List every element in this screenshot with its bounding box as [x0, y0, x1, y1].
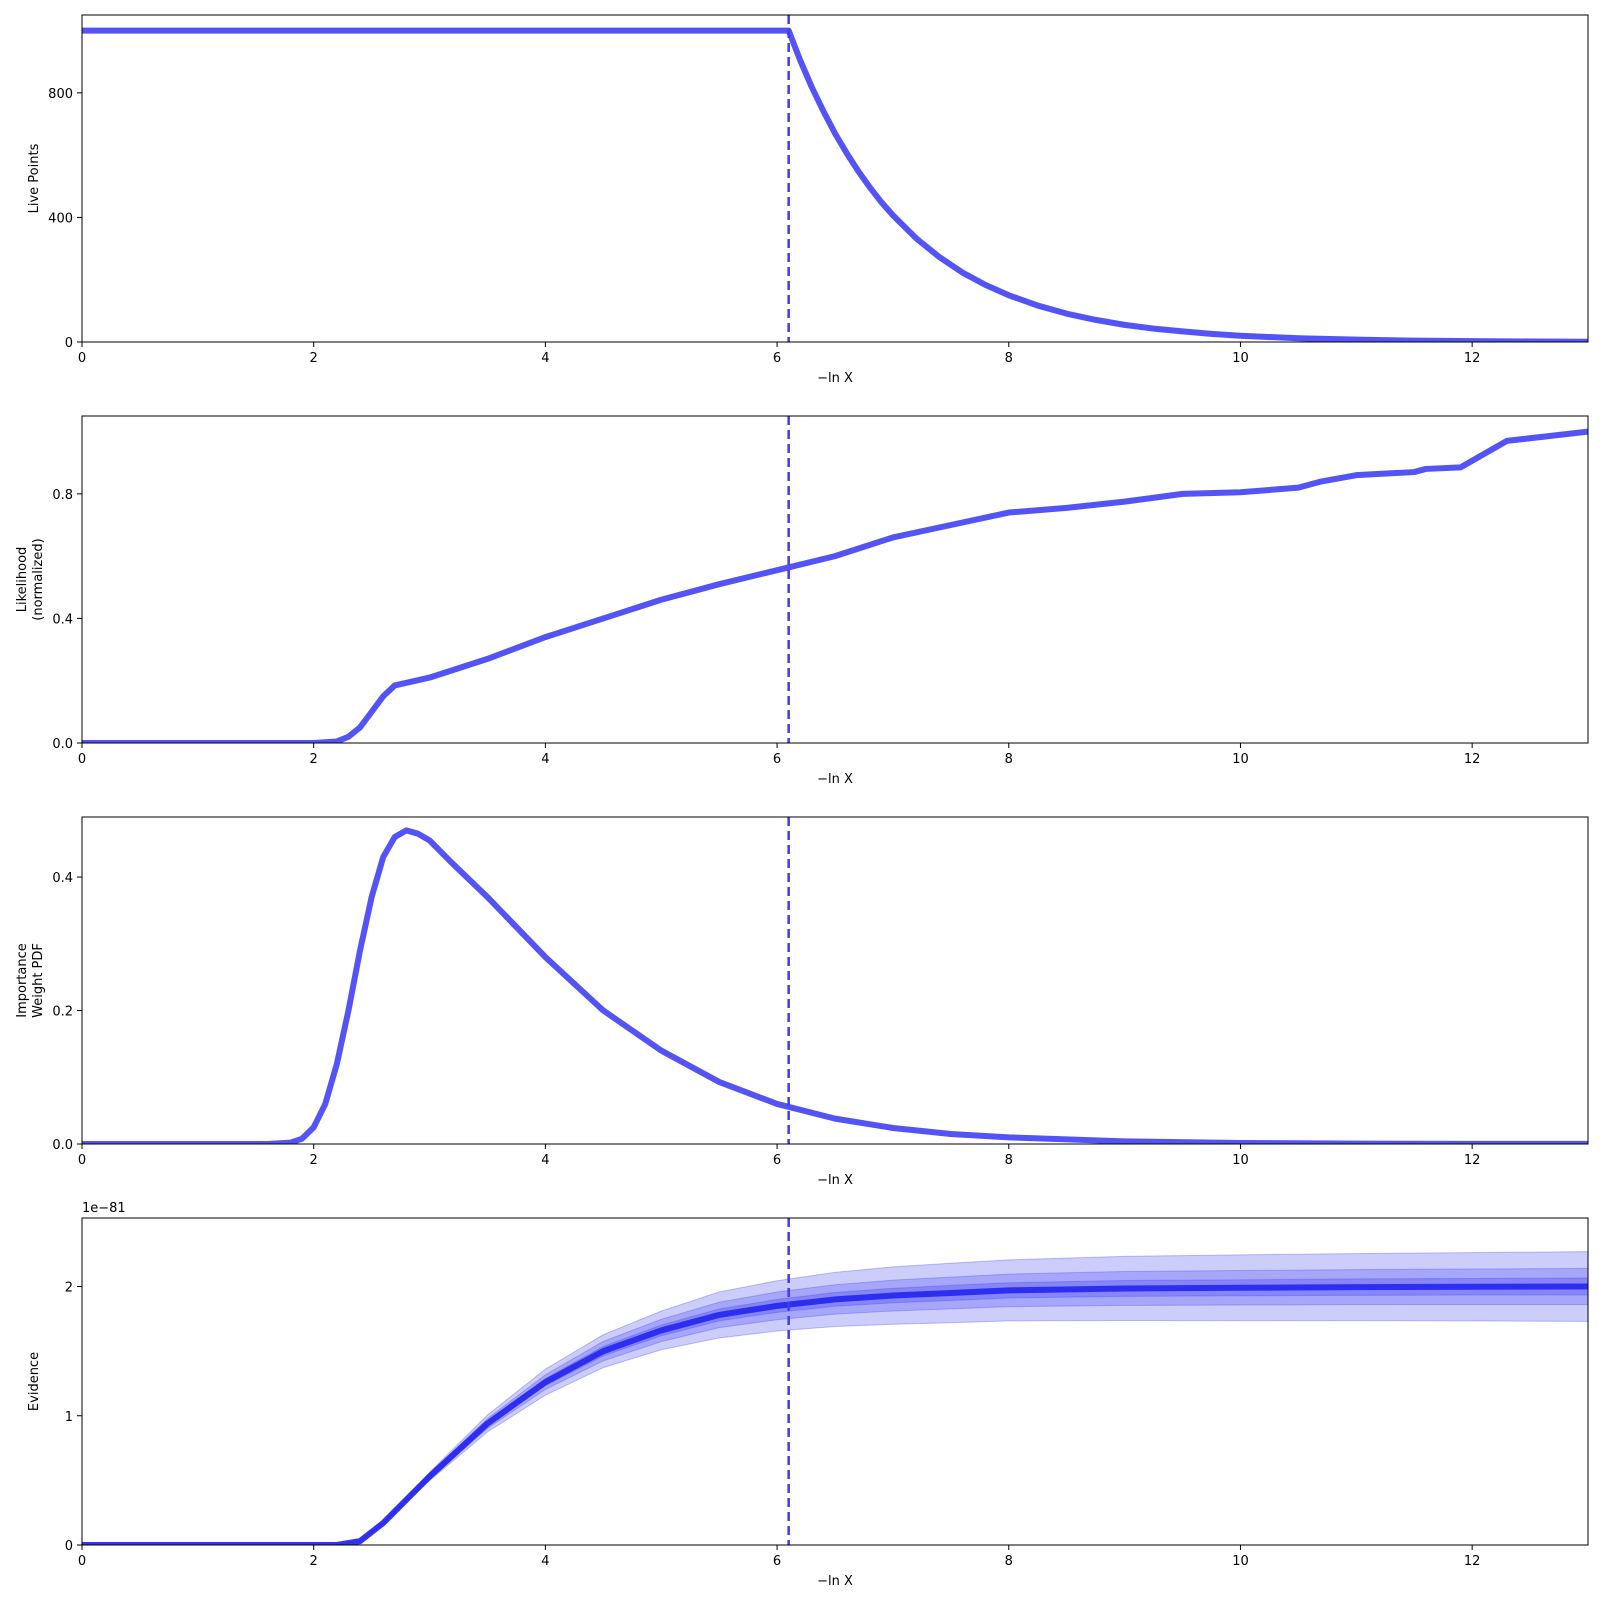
x-tick-label: 6 [773, 752, 781, 767]
x-tick-label: 12 [1464, 752, 1481, 767]
y-axis-label: (normalized) [31, 538, 46, 620]
x-tick-label: 2 [310, 752, 318, 767]
plot-area [82, 827, 1588, 1144]
y-offset-label: 1e−81 [82, 1201, 126, 1216]
x-axis-label: −ln X [817, 772, 853, 787]
x-tick-label: 4 [541, 752, 549, 767]
x-tick-label: 12 [1464, 1153, 1481, 1168]
y-axis-label: Evidence [27, 1352, 42, 1411]
y-tick-label: 0.0 [52, 1138, 73, 1153]
plot-area [82, 27, 1588, 342]
x-tick-label: 12 [1464, 1554, 1481, 1569]
x-axis-label: −ln X [817, 1173, 853, 1188]
x-tick-label: 12 [1464, 351, 1481, 366]
x-tick-label: 6 [773, 1554, 781, 1569]
y-tick-label: 0.8 [52, 488, 73, 503]
y-tick-label: 2 [65, 1281, 73, 1296]
plot-area [82, 428, 1588, 743]
y-tick-label: 400 [48, 211, 73, 226]
panel-1: 0 2 4 6 8 10 12 0 400 800 −ln X Live Points [27, 14, 1589, 386]
panel-3: 0 2 4 6 8 10 12 0.0 0.2 0.4 −ln X Importance Weight … [15, 816, 1589, 1188]
x-tick-label: 4 [541, 1153, 549, 1168]
axes-frame [81, 14, 1589, 343]
y-tick-label: 0 [65, 336, 73, 351]
y-tick-label: 0.0 [52, 737, 73, 752]
panel-2: 0 2 4 6 8 10 12 0.0 0.4 0.8 −ln X Likelihood (normal… [15, 415, 1589, 787]
uncertainty-band-2 [82, 1267, 1588, 1545]
y-tick-label: 1 [65, 1410, 73, 1425]
y-axis-label: Importance [15, 943, 30, 1018]
axes-frame [81, 816, 1589, 1145]
series-line [82, 428, 1588, 743]
x-tick-label: 0 [78, 1554, 86, 1569]
x-tick-label: 0 [78, 752, 86, 767]
x-tick-label: 6 [773, 351, 781, 366]
y-tick-label: 0 [65, 1539, 73, 1554]
x-tick-label: 10 [1232, 752, 1249, 767]
x-axis-label: −ln X [817, 1574, 853, 1589]
uncertainty-band-1 [82, 1251, 1588, 1545]
x-axis-label: −ln X [817, 371, 853, 386]
x-tick-label: 8 [1005, 1153, 1013, 1168]
x-tick-label: 0 [78, 351, 86, 366]
x-tick-label: 8 [1005, 351, 1013, 366]
x-tick-label: 4 [541, 1554, 549, 1569]
y-tick-label: 0.4 [52, 612, 73, 627]
axes-frame [81, 1217, 1589, 1546]
x-tick-label: 4 [541, 351, 549, 366]
series-line [82, 27, 1588, 342]
x-tick-label: 6 [773, 1153, 781, 1168]
y-tick-label: 0.2 [52, 1005, 73, 1020]
x-tick-label: 2 [310, 1554, 318, 1569]
x-tick-label: 8 [1005, 752, 1013, 767]
x-tick-label: 10 [1232, 1153, 1249, 1168]
y-axis-label: Live Points [27, 143, 42, 213]
x-tick-label: 10 [1232, 1554, 1249, 1569]
plot-area [82, 1251, 1588, 1545]
series-line [82, 827, 1588, 1144]
x-tick-label: 8 [1005, 1554, 1013, 1569]
y-tick-label: 800 [48, 87, 73, 102]
x-tick-label: 10 [1232, 351, 1249, 366]
axes-frame [81, 415, 1589, 744]
x-tick-label: 2 [310, 351, 318, 366]
y-tick-label: 0.4 [52, 871, 73, 886]
y-axis-label: Likelihood [15, 547, 30, 613]
series-line [82, 1283, 1588, 1545]
y-axis-label: Weight PDF [31, 943, 46, 1018]
x-tick-label: 0 [78, 1153, 86, 1168]
x-tick-label: 2 [310, 1153, 318, 1168]
